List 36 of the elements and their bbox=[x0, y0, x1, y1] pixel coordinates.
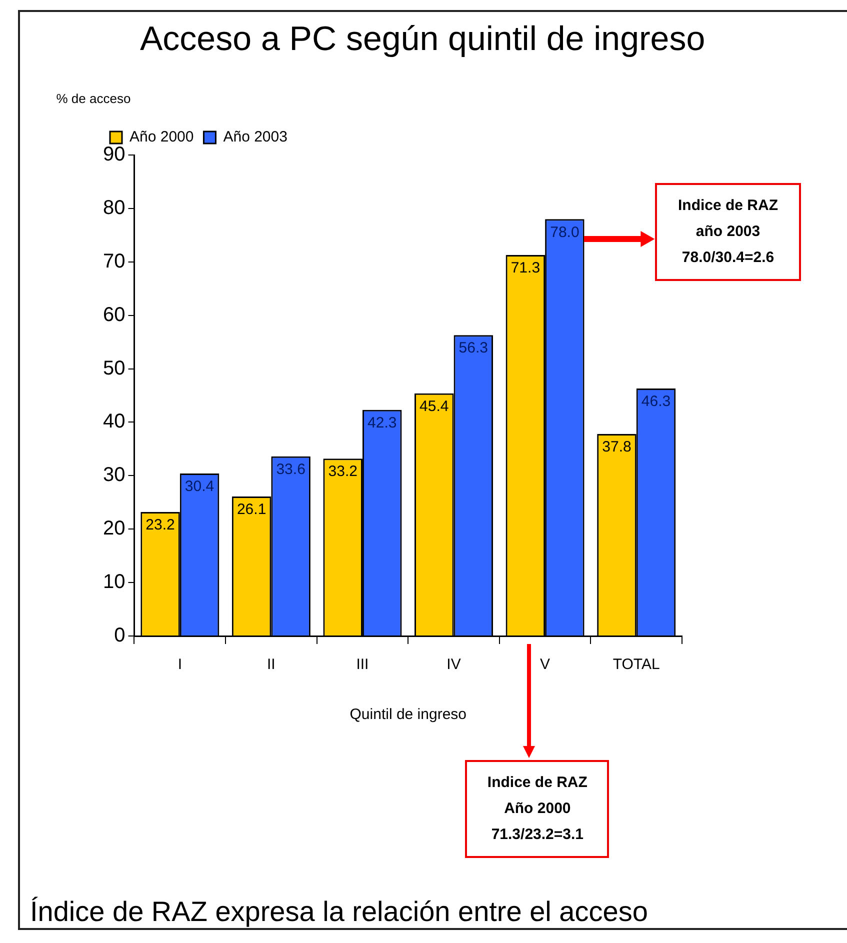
text: 45.4 bbox=[420, 398, 449, 416]
y-tick-label: 20 bbox=[102, 518, 126, 540]
y-tick-label: 70 bbox=[102, 250, 126, 272]
y-tick-label: 30 bbox=[102, 464, 126, 486]
text: Índice de RAZ expresa la relación entre el acceso bbox=[30, 896, 648, 928]
y-tick-label: 10 bbox=[102, 571, 126, 594]
legend-label: Año 2003 bbox=[223, 128, 288, 146]
chart-title: Acceso a PC según quintil de ingreso bbox=[140, 20, 706, 59]
text: 37.8 bbox=[602, 438, 632, 456]
x-tick-label: II bbox=[267, 656, 276, 674]
text: 78.0 bbox=[550, 224, 580, 241]
text: Indice de RAZ Año 2000 71.3/23.2=3.1 bbox=[465, 760, 610, 858]
x-tick-label: I bbox=[178, 656, 182, 674]
text: 46.3 bbox=[641, 393, 671, 410]
x-tick-label: V bbox=[540, 656, 550, 674]
y-tick-label: 60 bbox=[102, 304, 126, 326]
text: 56.3 bbox=[458, 340, 488, 357]
y-tick-label: 40 bbox=[102, 410, 126, 433]
annotation: Indice de RAZ año 2003 78.0/30.4=2.6 bbox=[655, 183, 801, 282]
text: 42.3 bbox=[368, 414, 397, 432]
text: 23.2 bbox=[146, 516, 175, 534]
x-tick-label: TOTAL bbox=[612, 656, 660, 674]
y-axis-title: % de acceso bbox=[56, 91, 131, 106]
x-tick-label: IV bbox=[446, 656, 461, 674]
y-tick-label: 90 bbox=[102, 144, 126, 166]
text: 33.2 bbox=[328, 463, 358, 480]
text: 33.6 bbox=[276, 461, 306, 478]
y-tick-label: 80 bbox=[102, 196, 126, 219]
y-tick-label: 50 bbox=[102, 357, 126, 380]
text: 26.1 bbox=[236, 501, 266, 518]
x-tick-label: III bbox=[356, 656, 369, 674]
legend-label: Año 2000 bbox=[130, 128, 194, 146]
text: 71.3 bbox=[510, 260, 540, 277]
x-axis-title: Quintil de ingreso bbox=[350, 706, 466, 724]
text: 30.4 bbox=[184, 478, 214, 496]
y-tick-label: 0 bbox=[114, 624, 126, 647]
